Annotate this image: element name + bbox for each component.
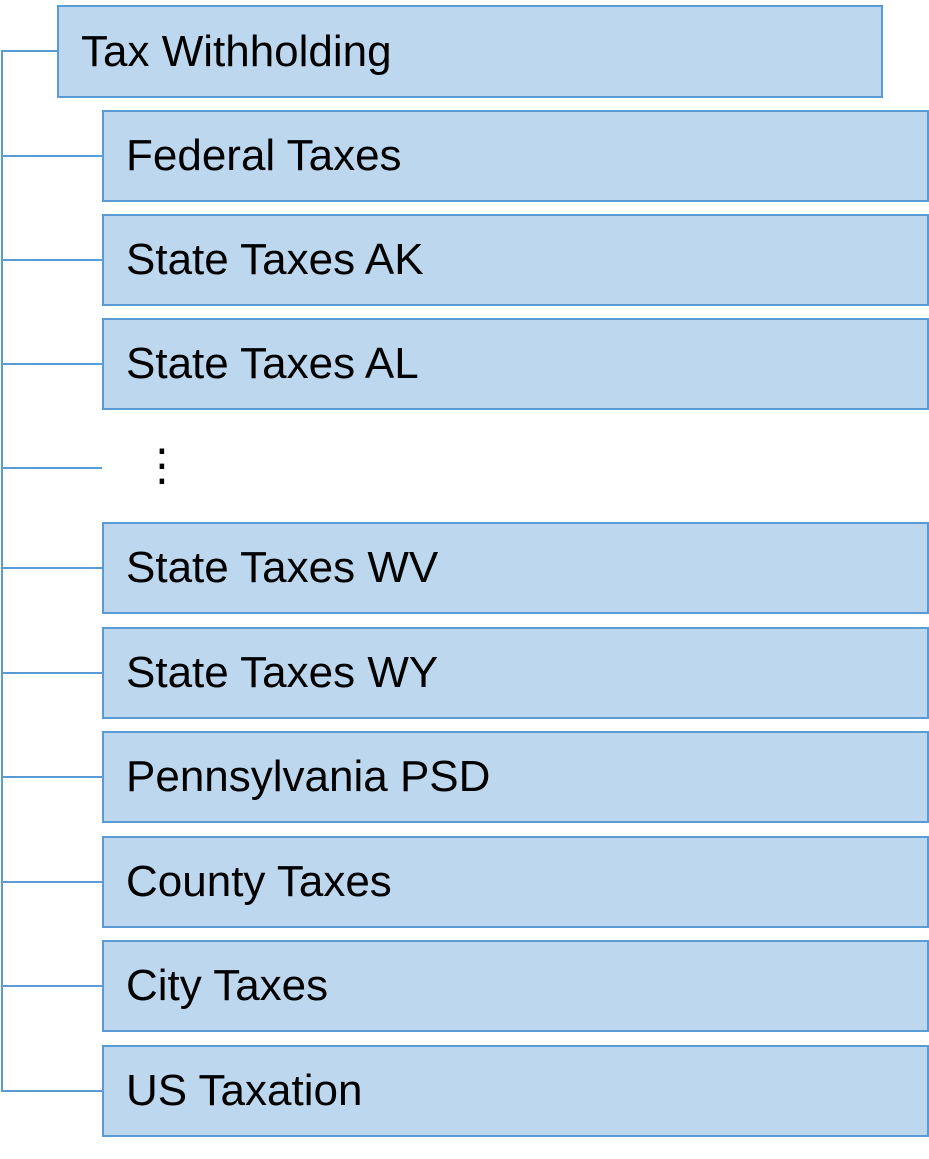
child-connector	[1, 1090, 102, 1092]
child-connector	[1, 363, 102, 365]
child-node: County Taxes	[102, 836, 929, 928]
child-node: State Taxes WY	[102, 627, 929, 719]
child-connector	[1, 672, 102, 674]
child-node: State Taxes WV	[102, 522, 929, 614]
child-connector	[1, 985, 102, 987]
ellipsis-node: ⋮	[140, 441, 184, 490]
root-connector	[1, 50, 58, 52]
root-node: Tax Withholding	[57, 5, 883, 98]
child-node: State Taxes AL	[102, 318, 929, 410]
child-node: Pennsylvania PSD	[102, 731, 929, 823]
tree-trunk-line	[1, 51, 3, 1091]
child-connector	[1, 467, 102, 469]
child-connector	[1, 259, 102, 261]
child-connector	[1, 567, 102, 569]
child-connector	[1, 155, 102, 157]
child-node: US Taxation	[102, 1045, 929, 1137]
child-node: State Taxes AK	[102, 214, 929, 306]
child-connector	[1, 881, 102, 883]
child-connector	[1, 776, 102, 778]
child-node: City Taxes	[102, 940, 929, 1032]
child-node: Federal Taxes	[102, 110, 929, 202]
